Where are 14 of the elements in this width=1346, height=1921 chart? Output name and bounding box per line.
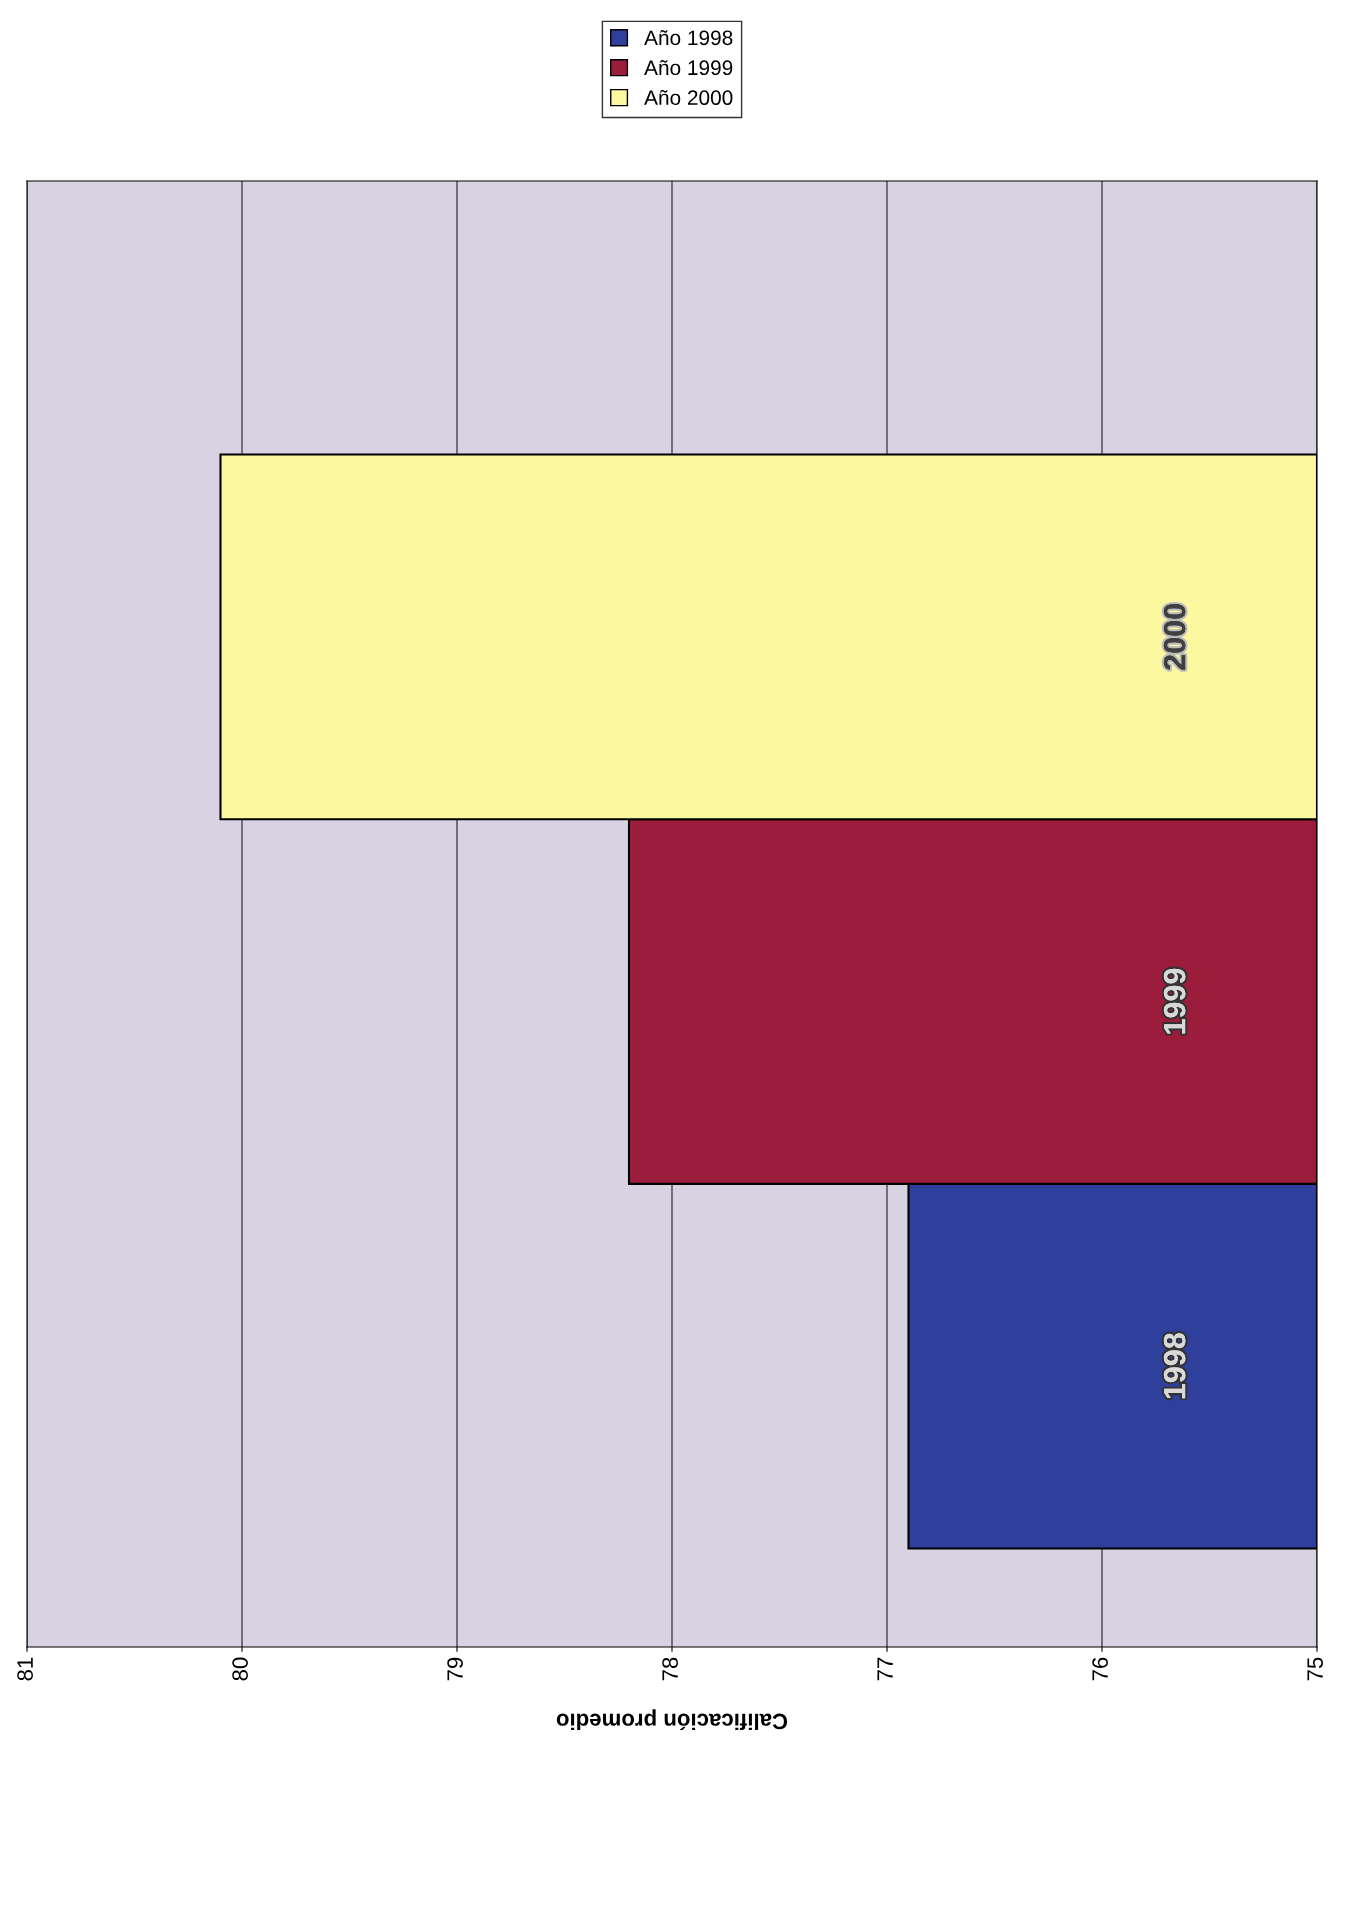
y-tick-label: 1998 xyxy=(1163,1333,1186,1399)
x-axis-title: Calificación promedio xyxy=(556,1709,788,1731)
legend-label: Año 2000 xyxy=(644,89,733,106)
y-tick-label: 2000 xyxy=(1163,604,1186,670)
x-tick-label: 76 xyxy=(1092,1657,1108,1681)
x-tick-label: 79 xyxy=(447,1657,463,1681)
legend-label: Año 1999 xyxy=(644,59,733,76)
y-tick-label: 1999 xyxy=(1163,968,1186,1034)
x-tick-label: 81 xyxy=(17,1657,33,1681)
legend-label: Año 1998 xyxy=(644,30,733,46)
x-tick-label: 78 xyxy=(662,1657,678,1681)
x-tick-label: 75 xyxy=(1307,1657,1323,1681)
x-tick-label: 80 xyxy=(232,1657,248,1681)
x-tick-label: 77 xyxy=(877,1657,893,1681)
